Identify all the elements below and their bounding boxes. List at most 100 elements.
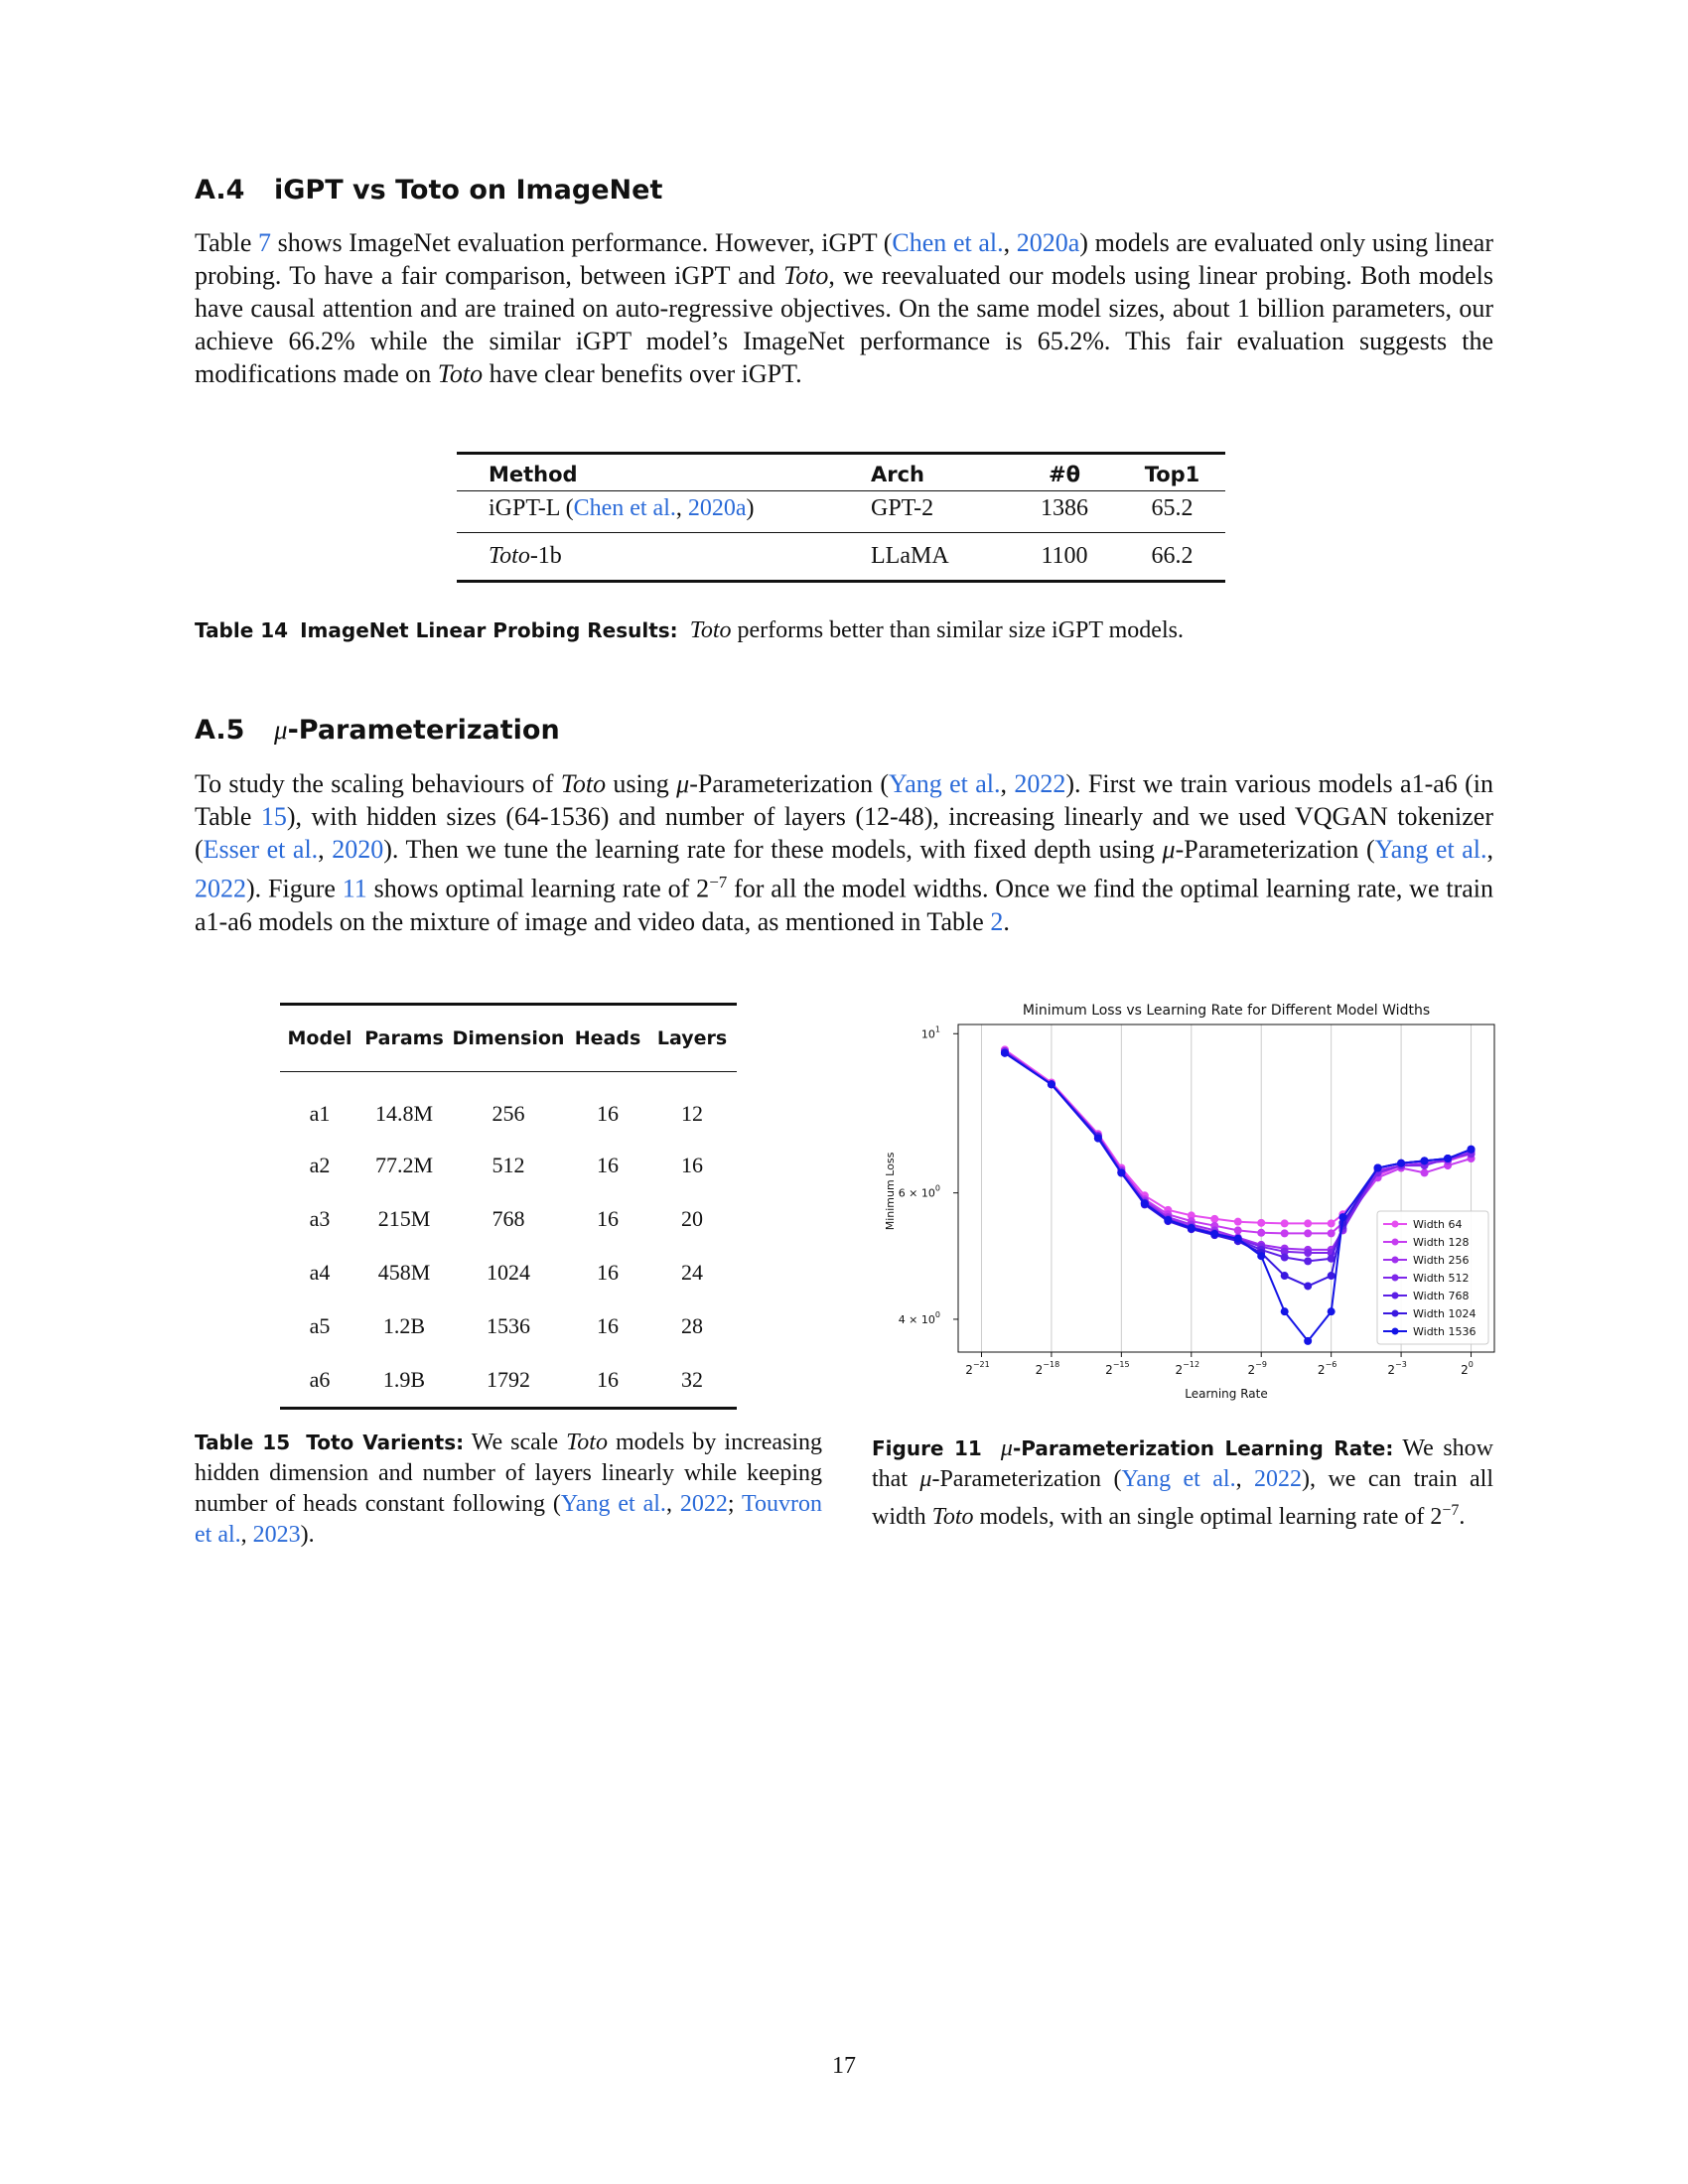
citation-link[interactable]: Yang et al.	[560, 1491, 666, 1517]
text-span: ,	[675, 495, 688, 521]
table-ref-link[interactable]: 15	[260, 802, 287, 831]
text-span: for all the model widths. Once we find t…	[195, 874, 1493, 936]
table-cell: 16	[681, 1153, 703, 1177]
text-span: ,	[1235, 1466, 1255, 1492]
table-15: Model Params Dimension Heads Layers a1 1…	[280, 1003, 737, 1410]
toto-italic: Toto	[560, 769, 607, 798]
text-span: ). Then we tune the learning rate for th…	[383, 835, 1163, 864]
table-row: a6 1.9B 1792 16 32	[280, 1353, 737, 1410]
figure-11-caption: Figure 11 μ-Parameterization Learning Ra…	[872, 1433, 1493, 1533]
legend-label: Width 1536	[1413, 1325, 1476, 1338]
citation-year-link[interactable]: 2020	[332, 835, 384, 864]
text-span: models, with an single optimal learning …	[973, 1504, 1443, 1530]
figure-ref-link[interactable]: 11	[342, 874, 367, 903]
data-point	[1280, 1229, 1289, 1238]
table-cell: 1.2B	[382, 1313, 426, 1338]
toto-italic: Toto	[489, 543, 530, 569]
citation-link[interactable]: Esser et al.	[203, 835, 319, 864]
data-point	[1327, 1272, 1336, 1281]
table-row: a5 1.2B 1536 16 28	[280, 1299, 737, 1353]
citation-year-link[interactable]: 2022	[1014, 769, 1066, 798]
y-tick-label: 101	[921, 1024, 940, 1040]
x-tick-label: 2−21	[965, 1360, 990, 1377]
text-span: )	[746, 495, 755, 521]
text-span: To study the scaling behaviours of	[195, 769, 561, 798]
data-point	[1304, 1229, 1313, 1238]
mu-symbol: μ	[676, 769, 690, 798]
data-point	[1397, 1159, 1406, 1167]
toto-italic: Toto	[689, 617, 732, 643]
y-tick-label: 6 × 100	[899, 1184, 940, 1200]
data-point	[1000, 1048, 1009, 1057]
text-span: -Parameterization (	[1175, 835, 1375, 864]
table-cell: 256	[492, 1101, 525, 1126]
caption-title: ImageNet Linear Probing Results:	[300, 618, 678, 642]
citation-year-link[interactable]: 2020a	[1016, 228, 1080, 257]
data-point	[1210, 1229, 1219, 1238]
citation-year-link[interactable]: 2022	[679, 1491, 728, 1517]
figure-11-chart: Minimum Loss vs Learning Rate for Differ…	[884, 1003, 1495, 1401]
citation-link[interactable]: Chen et al.	[573, 495, 676, 521]
text-span: models by increasing hidden dimension an…	[195, 1430, 823, 1517]
text-span: ).	[300, 1522, 315, 1548]
column-header: Top1	[1119, 453, 1225, 491]
legend-label: Width 128	[1413, 1236, 1469, 1249]
toto-italic: Toto	[437, 359, 484, 388]
legend-swatch-marker	[1391, 1274, 1399, 1282]
data-point	[1444, 1154, 1453, 1162]
data-point	[1304, 1336, 1313, 1345]
data-point	[1280, 1253, 1289, 1262]
table-ref-link[interactable]: 7	[258, 228, 272, 257]
text-span: Table	[195, 228, 259, 257]
data-point	[1280, 1272, 1289, 1281]
data-point	[1257, 1218, 1266, 1227]
legend-box	[1376, 1210, 1489, 1345]
legend-swatch-marker	[1391, 1220, 1399, 1228]
series-line	[1000, 1045, 1476, 1228]
table-cell: iGPT-L (Chen et al., 2020a)	[457, 490, 871, 533]
data-point	[1164, 1215, 1173, 1224]
table-cell: 28	[681, 1313, 703, 1338]
toto-italic: Toto	[931, 1504, 974, 1530]
table-cell: 1.9B	[359, 1353, 449, 1410]
section-number: A.4	[195, 175, 245, 205]
citation-year-link[interactable]: 2022	[1254, 1466, 1303, 1492]
data-point	[1187, 1211, 1196, 1220]
text-span: ), with hidden sizes (64-1536) and numbe…	[195, 802, 1493, 864]
data-point	[1327, 1229, 1336, 1238]
citation-link[interactable]: Yang et al.	[1121, 1466, 1236, 1492]
caption-label: Table 15	[195, 1431, 291, 1454]
x-axis-label: Learning Rate	[1185, 1387, 1267, 1401]
table-cell: a5	[309, 1313, 331, 1338]
text-span: ), we can train all width	[872, 1466, 1493, 1530]
table-ref-link[interactable]: 2	[990, 906, 1004, 936]
table-cell: 24	[681, 1260, 703, 1285]
table-cell: a3	[309, 1206, 331, 1231]
chart-legend: Width 64 Width 128 Width 256 Width 512 Width…	[1376, 1210, 1489, 1345]
text-span: -1b	[529, 543, 562, 569]
data-point	[1420, 1168, 1429, 1177]
text-span: performs better than similar size iGPT m…	[731, 617, 1184, 643]
table-cell: 20	[681, 1206, 703, 1231]
data-point	[1304, 1219, 1313, 1228]
table-cell: 16	[568, 1353, 647, 1410]
legend-label: Width 256	[1413, 1254, 1469, 1267]
data-point	[1233, 1217, 1242, 1226]
citation-link[interactable]: Touvron et al.	[195, 1491, 822, 1548]
citation-link[interactable]: Chen et al.	[892, 228, 1004, 257]
table-cell: Toto-1b	[457, 532, 871, 583]
caption-label: Table 14	[195, 618, 289, 642]
column-header: Heads	[568, 1003, 647, 1072]
legend-label: Width 1024	[1413, 1307, 1476, 1320]
citation-link[interactable]: Yang et al.	[1374, 835, 1487, 864]
citation-year-link[interactable]: 2020a	[687, 495, 747, 521]
table-cell: 14.8M	[374, 1101, 434, 1126]
x-tick-label: 2−18	[1036, 1360, 1060, 1377]
text-span: -Parameterization (	[931, 1466, 1122, 1492]
citation-year-link[interactable]: 2022	[195, 874, 246, 903]
citation-year-link[interactable]: 2023	[252, 1522, 301, 1548]
column-header: Arch	[871, 453, 1010, 491]
mu-symbol: μ	[1000, 1435, 1013, 1461]
text-span: ,	[1000, 769, 1015, 798]
citation-link[interactable]: Yang et al.	[889, 769, 1001, 798]
